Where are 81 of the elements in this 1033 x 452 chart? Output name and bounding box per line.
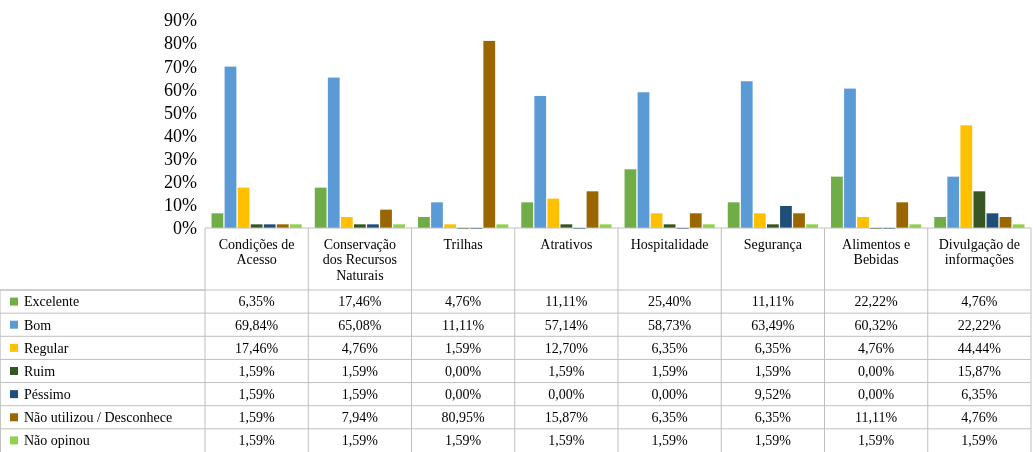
y-tick-label: 40%	[164, 125, 197, 146]
data-label: 4,76%	[961, 410, 998, 426]
data-label: 1,59%	[341, 363, 379, 379]
data-label: 4,76%	[341, 340, 379, 356]
y-tick-label: 30%	[164, 148, 197, 169]
data-label: 0,00%	[651, 387, 689, 403]
data-label: 6,35%	[651, 410, 689, 426]
data-label: 15,87%	[544, 410, 589, 426]
data-label: 0,00%	[548, 387, 585, 403]
x-tick-label: Conservação dos Recursos Naturais	[322, 236, 398, 283]
data-label: 0,00%	[445, 363, 482, 379]
data-label: 63,49%	[751, 317, 795, 333]
x-tick-label: Divulgação de informações	[938, 236, 1020, 268]
data-label: 57,14%	[544, 317, 589, 333]
data-label: 80,95%	[441, 410, 486, 426]
y-tick-label: 10%	[164, 195, 197, 216]
y-tick-label: 90%	[164, 10, 197, 31]
data-label: 12,70%	[544, 340, 589, 356]
data-label: 6,35%	[754, 410, 792, 426]
data-label: 1,59%	[238, 433, 276, 449]
data-label: 1,59%	[754, 433, 792, 449]
legend-label: Excelente	[24, 294, 80, 310]
y-tick-label: 20%	[164, 172, 197, 193]
y-tick-label: 0%	[173, 218, 197, 239]
data-label: 17,46%	[235, 340, 279, 356]
data-label: 4,76%	[961, 294, 998, 310]
data-label: 17,46%	[338, 294, 382, 310]
x-tick-label: Segurança	[743, 236, 803, 252]
data-label: 0,00%	[858, 387, 895, 403]
y-tick-label: 60%	[164, 79, 197, 100]
data-label: 1,59%	[341, 433, 379, 449]
y-tick-label: 70%	[164, 56, 197, 77]
y-tick-label: 50%	[164, 102, 197, 123]
data-label: 44,44%	[957, 340, 1002, 356]
legend-label: Bom	[24, 317, 52, 333]
data-label: 1,59%	[548, 433, 585, 449]
data-label: 1,59%	[238, 387, 276, 403]
data-label: 1,59%	[651, 363, 689, 379]
data-label: 1,59%	[341, 387, 379, 403]
data-label: 22,22%	[854, 294, 899, 310]
data-label: 0,00%	[858, 363, 895, 379]
data-label: 15,87%	[957, 363, 1002, 379]
data-label: 11,11%	[442, 317, 485, 333]
y-tick-label: 80%	[164, 33, 197, 54]
data-label: 1,59%	[238, 410, 276, 426]
data-label: 60,32%	[854, 317, 899, 333]
data-label: 6,35%	[754, 340, 792, 356]
data-label: 58,73%	[648, 317, 692, 333]
data-label: 25,40%	[648, 294, 692, 310]
data-label: 9,52%	[754, 387, 792, 403]
data-label: 1,59%	[858, 433, 895, 449]
data-label: 1,59%	[754, 363, 792, 379]
data-label: 1,59%	[548, 363, 585, 379]
legend-label: Não opinou	[24, 433, 90, 449]
x-tick-label: Trilhas	[443, 236, 483, 252]
data-label: 7,94%	[341, 410, 379, 426]
data-label: 11,11%	[545, 294, 588, 310]
data-label: 69,84%	[235, 317, 279, 333]
legend-label: Ruim	[24, 363, 56, 379]
legend-label: Péssimo	[24, 387, 71, 403]
x-tick-label: Atrativos	[540, 236, 593, 252]
data-label: 11,11%	[751, 294, 795, 310]
data-label: 1,59%	[961, 433, 998, 449]
data-label: 22,22%	[957, 317, 1002, 333]
data-label: 1,59%	[445, 340, 482, 356]
data-label: 65,08%	[338, 317, 382, 333]
data-label: 6,35%	[961, 387, 998, 403]
data-label: 1,59%	[238, 363, 276, 379]
data-label: 4,76%	[445, 294, 482, 310]
x-tick-label: Alimentos e Bebidas	[842, 236, 911, 268]
legend-label: Não utilizou / Desconhece	[24, 410, 173, 426]
data-label: 0,00%	[445, 387, 482, 403]
data-label: 6,35%	[651, 340, 689, 356]
x-tick-label: Condições de Acesso	[218, 236, 295, 268]
data-label: 6,35%	[238, 294, 276, 310]
data-label: 1,59%	[651, 433, 689, 449]
data-label: 4,76%	[858, 340, 895, 356]
data-label: 11,11%	[855, 410, 898, 426]
legend-label: Regular	[24, 340, 69, 356]
data-label: 1,59%	[445, 433, 482, 449]
x-tick-label: Hospitalidade	[630, 236, 709, 252]
